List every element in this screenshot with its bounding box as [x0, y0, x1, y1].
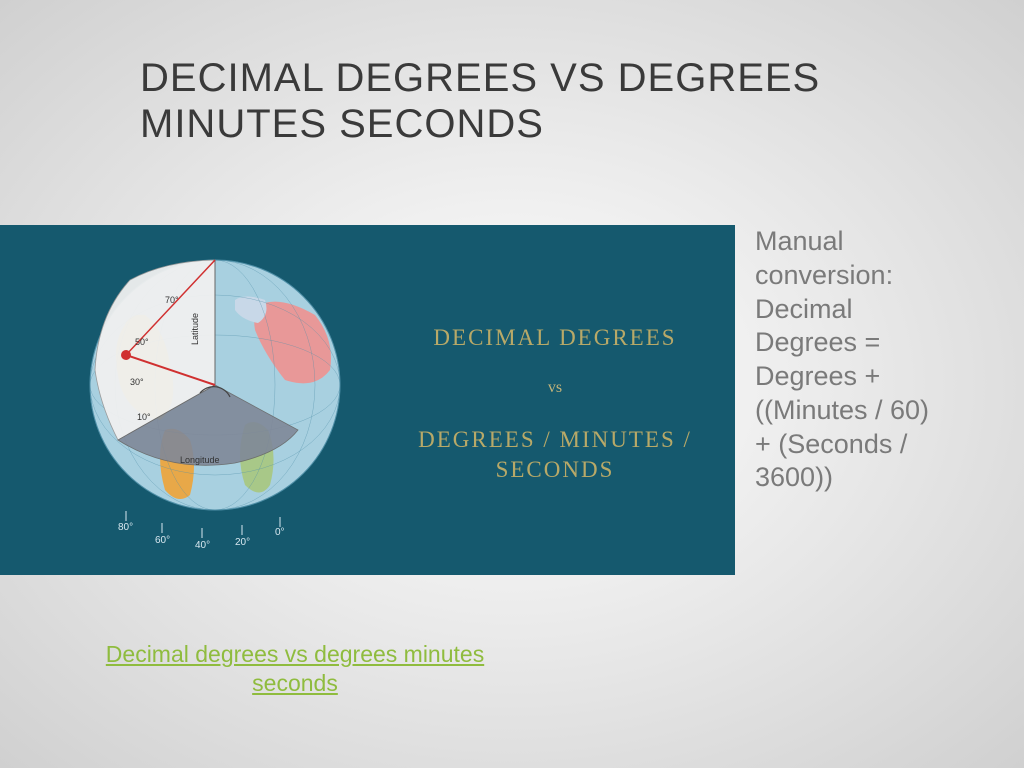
globe-diagram: 10° 30° 50° 70° Latitude Longitude 0° 20…: [70, 245, 370, 545]
lat-tick-30: 30°: [130, 377, 144, 387]
lon-tick-80: 80°: [118, 522, 133, 533]
longitude-axis-label: Longitude: [180, 455, 220, 465]
lon-tick-20: 20°: [235, 537, 250, 548]
lat-tick-70: 70°: [165, 295, 179, 305]
fig-line-1: DECIMAL DEGREES: [395, 325, 715, 351]
latitude-axis-label: Latitude: [190, 313, 200, 345]
lon-tick-0: 0°: [275, 527, 285, 538]
slide-title: DECIMAL DEGREES VS DEGREES MINUTES SECON…: [140, 55, 860, 147]
conversion-text: Manual conversion: Decimal Degrees = Deg…: [755, 225, 935, 495]
lat-tick-50: 50°: [135, 337, 149, 347]
figure-panel: 10° 30° 50° 70° Latitude Longitude 0° 20…: [0, 225, 735, 575]
fig-line-2: vs: [395, 379, 715, 397]
lat-tick-10: 10°: [137, 412, 151, 422]
fig-line-3: DEGREES / MINUTES / SECONDS: [395, 425, 715, 485]
reference-link[interactable]: Decimal degrees vs degrees minutes secon…: [80, 640, 510, 698]
lon-tick-40: 40°: [195, 540, 210, 551]
coord-point: [121, 350, 131, 360]
lon-tick-60: 60°: [155, 535, 170, 546]
figure-text: DECIMAL DEGREES vs DEGREES / MINUTES / S…: [395, 325, 715, 485]
